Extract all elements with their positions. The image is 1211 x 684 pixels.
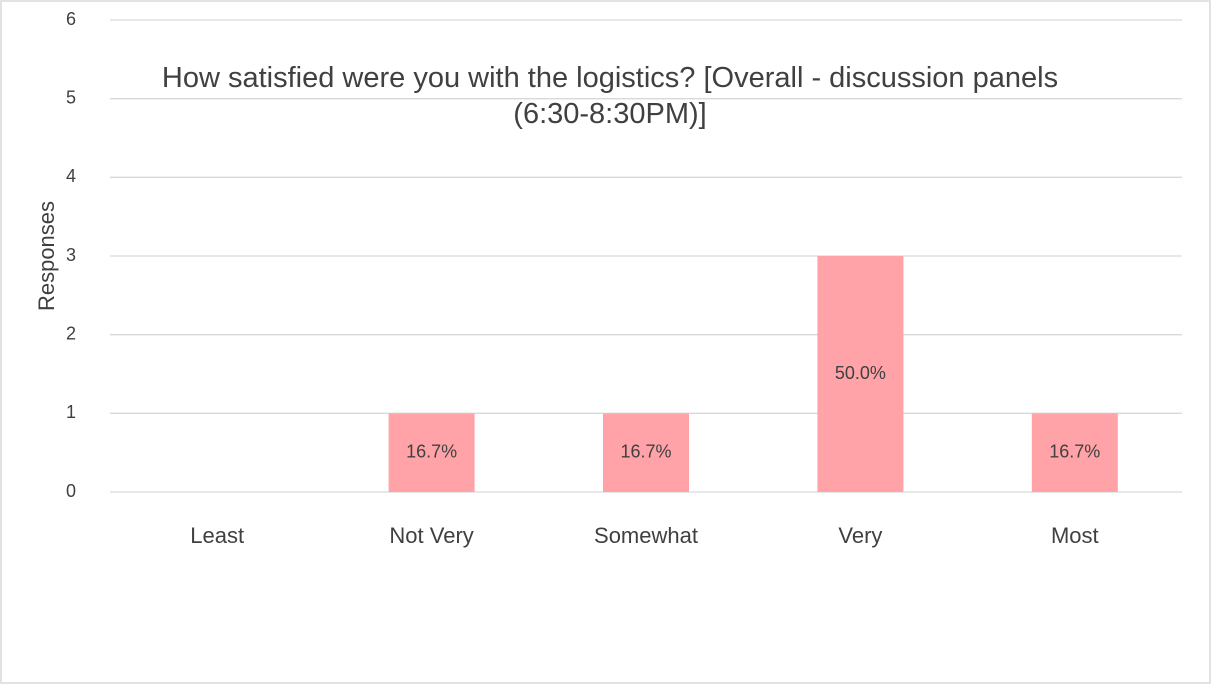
- chart-title: How satisfied were you with the logistic…: [161, 62, 1059, 130]
- y-tick-label: 6: [66, 9, 76, 29]
- data-label: 50.0%: [835, 363, 886, 383]
- x-tick-label: Not Very: [389, 523, 473, 548]
- y-tick-label: 3: [66, 245, 76, 265]
- y-tick-label: 2: [66, 323, 76, 343]
- x-tick-label: Somewhat: [594, 523, 698, 548]
- y-axis-label: Responses: [34, 201, 59, 311]
- data-label: 16.7%: [406, 441, 457, 461]
- x-tick-label: Most: [1051, 523, 1099, 548]
- y-tick-label: 4: [66, 166, 76, 186]
- y-tick-label: 0: [66, 481, 76, 501]
- y-tick-label: 5: [66, 87, 76, 107]
- y-tick-label: 1: [66, 402, 76, 422]
- x-tick-label: Very: [838, 523, 882, 548]
- bar: [1031, 413, 1118, 492]
- bar: [817, 256, 904, 492]
- data-label: 16.7%: [1049, 441, 1100, 461]
- bar: [388, 413, 475, 492]
- data-label: 16.7%: [620, 441, 671, 461]
- bar: [603, 413, 689, 492]
- x-tick-label: Least: [190, 523, 244, 548]
